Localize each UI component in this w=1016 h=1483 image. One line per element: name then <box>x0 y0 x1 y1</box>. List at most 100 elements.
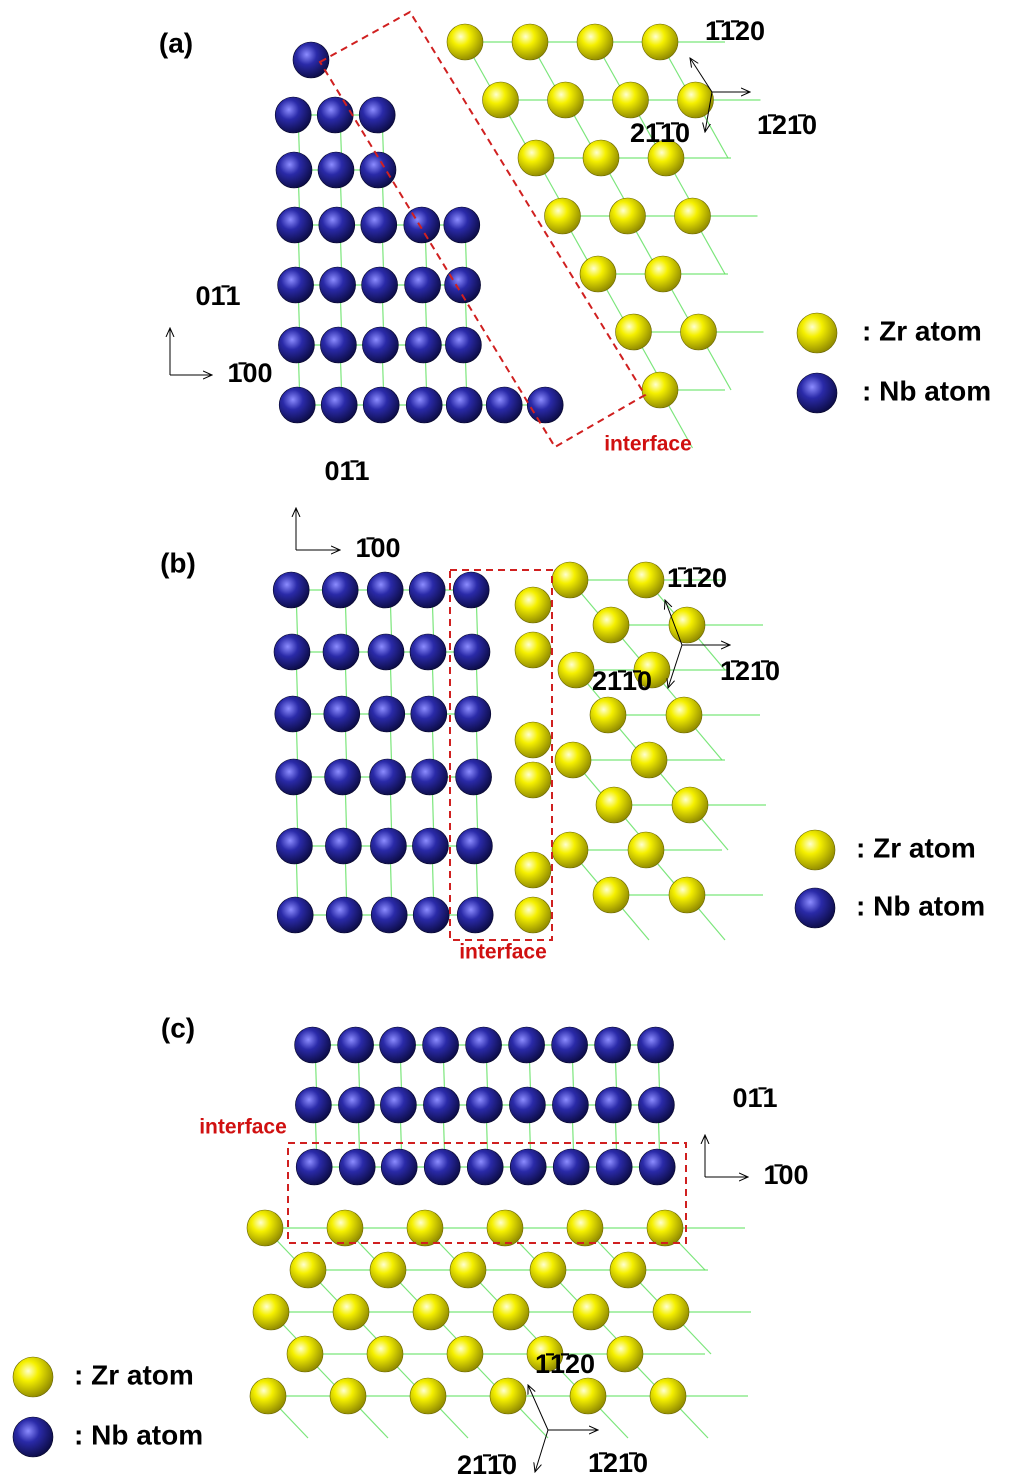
nb-atom <box>380 1027 416 1063</box>
zr-atom <box>487 1210 523 1246</box>
zr-atom <box>593 607 629 643</box>
zr-atom <box>530 1252 566 1288</box>
nb-atom <box>527 387 563 423</box>
zr-atom <box>645 256 681 292</box>
zr-atom <box>490 1378 526 1414</box>
nb-atom <box>553 1149 589 1185</box>
zr-atom <box>642 24 678 60</box>
nb-atom <box>795 888 835 928</box>
zr-atom <box>650 1378 686 1414</box>
nb-atom <box>323 634 359 670</box>
nb-atom <box>362 327 398 363</box>
zr-atom <box>596 787 632 823</box>
nb-atom <box>444 207 480 243</box>
axis-label: 21̄1̄0 <box>592 666 652 696</box>
zr-atom <box>610 1252 646 1288</box>
zr-atom <box>370 1252 406 1288</box>
nb-atom <box>406 387 442 423</box>
nb-atom <box>455 696 491 732</box>
nb-atom <box>405 267 441 303</box>
nb-atom <box>445 327 481 363</box>
nb-atom <box>320 267 356 303</box>
zr-atom <box>450 1252 486 1288</box>
zr-atom <box>610 198 646 234</box>
zr-atom <box>247 1210 283 1246</box>
zr-atom <box>675 198 711 234</box>
nb-atom <box>412 759 448 795</box>
zr-atom <box>515 897 551 933</box>
axis-label: 1̄21̄0 <box>588 1448 648 1478</box>
zr-atom <box>410 1378 446 1414</box>
zr-atom <box>515 722 551 758</box>
nb-atom <box>595 1087 631 1123</box>
figure: (a)interface01̄11̄001̄1̄201̄21̄021̄1̄0: … <box>0 0 1016 1483</box>
zr-atom <box>672 787 708 823</box>
zr-atom <box>515 762 551 798</box>
axis-label: 1̄21̄0 <box>720 656 780 686</box>
nb-atom <box>404 207 440 243</box>
nb-atom <box>277 897 313 933</box>
zr-atom <box>512 24 548 60</box>
zr-atom <box>367 1336 403 1372</box>
zr-atom <box>447 1336 483 1372</box>
zr-atom <box>669 877 705 913</box>
nb-atom <box>277 207 313 243</box>
nb-atom <box>363 387 399 423</box>
zr-atom <box>253 1294 289 1330</box>
zr-atom <box>407 1210 443 1246</box>
zr-atom <box>681 314 717 350</box>
nb-atom <box>454 634 490 670</box>
zr-atom <box>327 1210 363 1246</box>
zr-atom <box>545 198 581 234</box>
nb-atom <box>381 1149 417 1185</box>
nb-atom <box>446 387 482 423</box>
nb-atom <box>638 1087 674 1123</box>
nb-atom <box>318 152 354 188</box>
nb-atom <box>360 152 396 188</box>
zr-atom <box>628 562 664 598</box>
zr-atom <box>573 1294 609 1330</box>
zr-atom <box>607 1336 643 1372</box>
zr-atom <box>515 852 551 888</box>
zr-atom <box>290 1252 326 1288</box>
zr-atom <box>795 830 835 870</box>
nb-atom <box>362 267 398 303</box>
nb-atom <box>639 1149 675 1185</box>
zr-atom <box>447 24 483 60</box>
nb-atom <box>596 1149 632 1185</box>
nb-atom <box>466 1027 502 1063</box>
legend-label: : Nb atom <box>862 375 991 406</box>
nb-atom <box>359 97 395 133</box>
zr-atom <box>552 562 588 598</box>
zr-atom <box>548 82 584 118</box>
nb-atom <box>273 572 309 608</box>
nb-atom <box>595 1027 631 1063</box>
interface-label: interface <box>459 941 547 964</box>
zr-atom <box>653 1294 689 1330</box>
nb-atom <box>509 1027 545 1063</box>
nb-atom <box>322 572 358 608</box>
nb-atom <box>410 634 446 670</box>
axis-label: 01̄1 <box>195 281 240 311</box>
nb-atom <box>319 207 355 243</box>
zr-atom <box>580 256 616 292</box>
zr-atom <box>483 82 519 118</box>
nb-atom <box>456 828 492 864</box>
zr-atom <box>413 1294 449 1330</box>
nb-atom <box>510 1149 546 1185</box>
zr-atom <box>593 877 629 913</box>
zr-atom <box>330 1378 366 1414</box>
axis-label: 1̄00 <box>763 1160 808 1190</box>
nb-atom <box>457 897 493 933</box>
nb-atom <box>295 1087 331 1123</box>
nb-atom <box>380 1087 416 1123</box>
zr-atom <box>287 1336 323 1372</box>
axis-label: 21̄1̄0 <box>457 1450 517 1480</box>
nb-atom <box>276 759 312 795</box>
nb-atom <box>552 1027 588 1063</box>
nb-atom <box>445 267 481 303</box>
nb-atom <box>368 634 404 670</box>
nb-atom <box>467 1149 503 1185</box>
nb-atom <box>456 759 492 795</box>
legend-label: : Nb atom <box>856 890 985 921</box>
